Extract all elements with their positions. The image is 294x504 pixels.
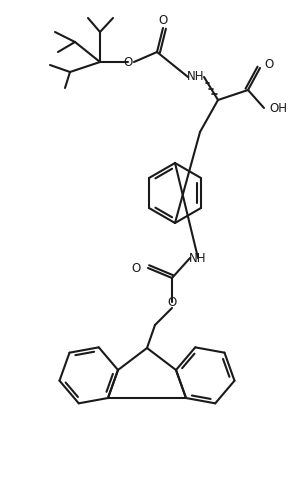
Text: O: O — [167, 295, 177, 308]
Text: NH: NH — [187, 71, 205, 84]
Text: O: O — [123, 55, 133, 69]
Text: O: O — [264, 57, 273, 71]
Text: O: O — [132, 262, 141, 275]
Text: OH: OH — [269, 101, 287, 114]
Text: NH: NH — [189, 251, 207, 265]
Text: O: O — [158, 15, 168, 28]
